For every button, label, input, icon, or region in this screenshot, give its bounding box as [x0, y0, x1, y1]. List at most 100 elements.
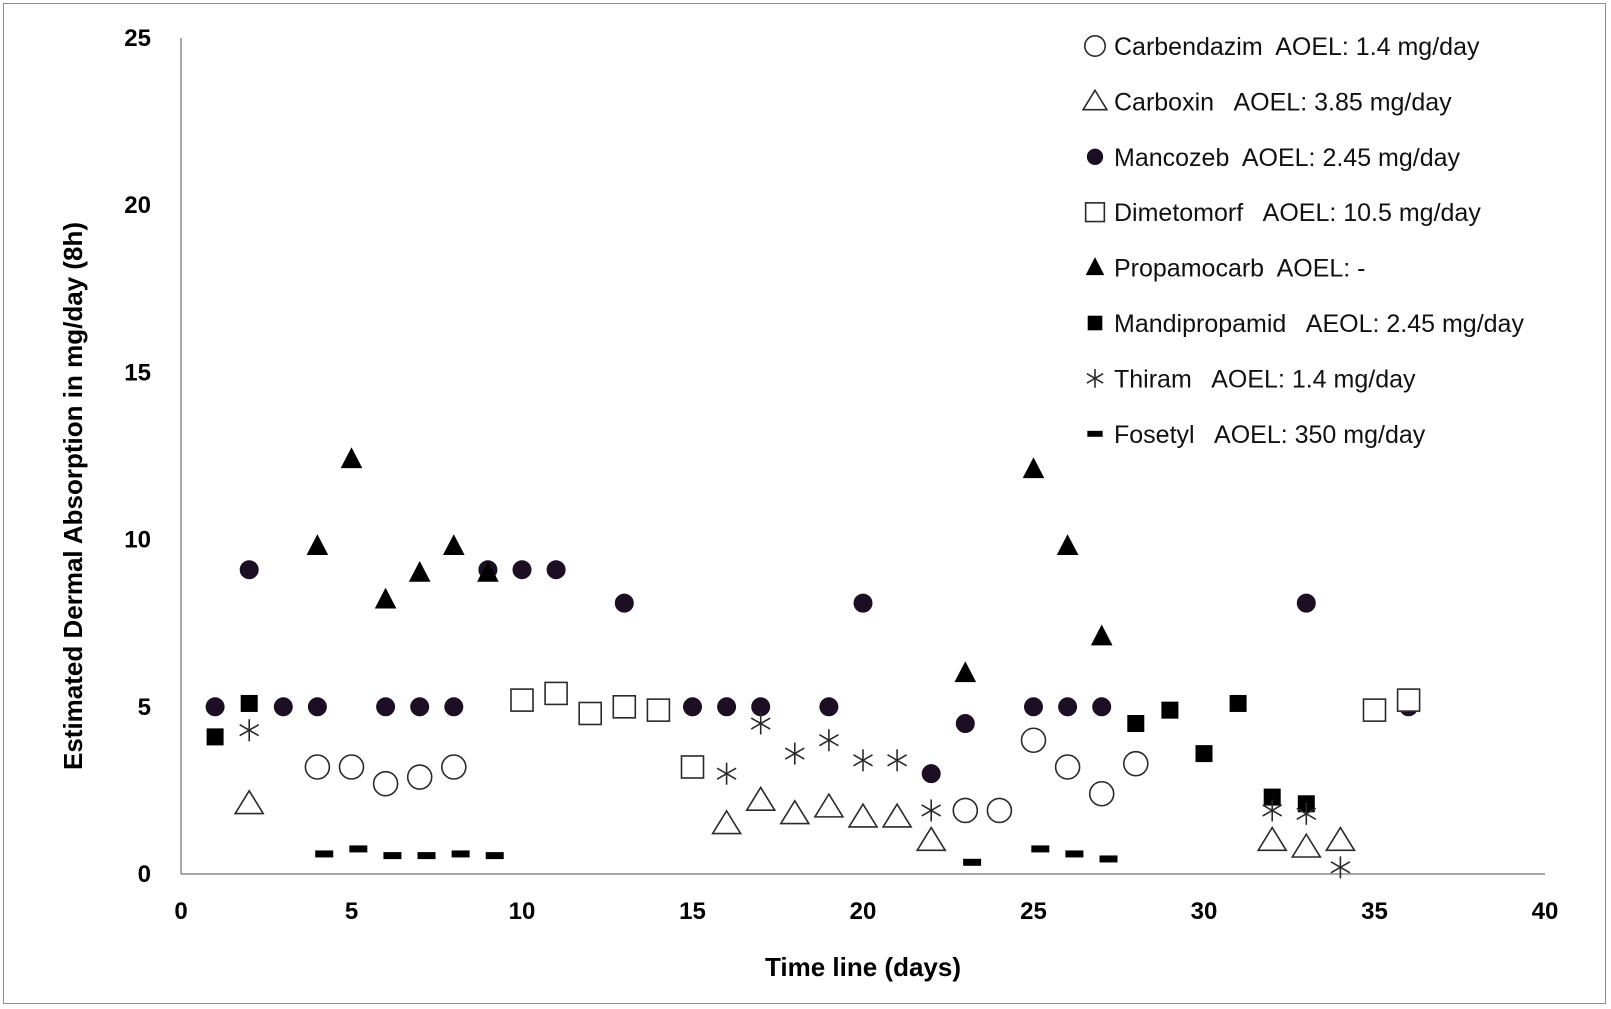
legend-marker [1087, 430, 1103, 437]
thiram-point [716, 762, 737, 785]
legend-label: Mancozeb AOEL: 2.45 mg/day [1114, 144, 1461, 172]
legend-label: Thiram AOEL: 1.4 mg/day [1114, 365, 1416, 393]
legend-label: Fosetyl AOEL: 350 mg/day [1114, 421, 1426, 449]
dimetomorf-point [510, 688, 534, 712]
mancozeb-point [1296, 593, 1316, 613]
fosetyl-point [485, 852, 504, 860]
propamocarb-point [1022, 457, 1045, 479]
mancozeb-point [614, 593, 634, 613]
mancozeb-point [444, 697, 464, 717]
mancozeb-point [273, 697, 293, 717]
legend-marker [1087, 315, 1103, 331]
mancozeb-point [1058, 697, 1078, 717]
x-tick-label: 0 [174, 898, 187, 925]
carboxin-point [915, 826, 947, 852]
propamocarb-point [442, 534, 465, 556]
fosetyl-point [349, 845, 368, 853]
mancozeb-point [1024, 697, 1043, 717]
dimetomorf-point [578, 701, 603, 726]
carboxin-point [233, 789, 265, 815]
propamocarb-point [954, 661, 977, 683]
carboxin-point [881, 802, 913, 828]
tick-labels: 0 5 10 15 20 25 30 35 40 0 5 10 15 20 25 [124, 25, 1558, 925]
fosetyl-point [315, 850, 334, 858]
x-axis-title: Time line (days) [765, 952, 961, 982]
legend-label: Mandipropamid AEOL: 2.45 mg/day [1114, 310, 1524, 338]
mancozeb-point [307, 697, 327, 717]
series-carbendazim [304, 727, 1149, 824]
mandipropamid-point [1161, 701, 1179, 719]
y-tick-label: 20 [124, 192, 151, 219]
mancozeb-point [410, 697, 430, 717]
data-points [205, 447, 1421, 879]
carboxin-point [813, 792, 845, 818]
fosetyl-point [1031, 845, 1050, 853]
legend-label: Dimetomorf AOEL: 10.5 mg/day [1114, 199, 1481, 227]
fosetyl-point [451, 850, 470, 858]
mandipropamid-point [240, 694, 258, 712]
legend-marker [1086, 369, 1104, 388]
legend-item-dimetomorf: Dimetomorf AOEL: 10.5 mg/day [1084, 199, 1481, 227]
mandipropamid-point [1229, 694, 1247, 712]
fosetyl-point [1099, 855, 1118, 863]
thiram-point [921, 799, 942, 822]
x-tick-label: 20 [850, 898, 877, 925]
mancozeb-point [921, 764, 941, 784]
thiram-point [1262, 799, 1283, 822]
mancozeb-point [546, 560, 566, 580]
carbendazim-point [406, 764, 433, 790]
mancozeb-point [376, 697, 396, 717]
dimetomorf-point [646, 698, 671, 722]
propamocarb-point [1056, 534, 1079, 556]
carbendazim-point [1123, 750, 1149, 777]
carbendazim-point [440, 754, 467, 780]
mancozeb-point [853, 593, 873, 613]
mandipropamid-point [1195, 745, 1213, 763]
legend-label: Carboxin AOEL: 3.85 mg/day [1114, 88, 1452, 116]
legend-item-propamocarb: Propamocarb AOEL: - [1085, 255, 1366, 283]
mancozeb-point [1092, 697, 1112, 717]
legend-item-thiram: Thiram AOEL: 1.4 mg/day [1086, 365, 1416, 393]
legend-marker [1081, 88, 1109, 111]
dimetomorf-point [1396, 688, 1421, 712]
legend-item-fosetyl: Fosetyl AOEL: 350 mg/day [1087, 421, 1426, 449]
axes [180, 38, 1545, 875]
mandipropamid-point [1127, 715, 1145, 733]
legend-item-mancozeb: Mancozeb AOEL: 2.45 mg/day [1086, 144, 1461, 172]
carboxin-point [745, 785, 777, 811]
legend-marker [1085, 257, 1105, 276]
thiram-point [784, 742, 805, 765]
fosetyl-point [417, 852, 436, 860]
mancozeb-point [683, 697, 702, 717]
thiram-point [1330, 856, 1351, 879]
carbendazim-point [338, 754, 365, 780]
series-carboxin [233, 785, 1356, 858]
carbendazim-point [1088, 780, 1115, 807]
carboxin-point [847, 802, 879, 828]
y-tick-label: 25 [124, 25, 151, 52]
legend-item-carboxin: Carboxin AOEL: 3.85 mg/day [1081, 88, 1452, 116]
dimetomorf-point [544, 681, 568, 706]
legend-marker [1084, 202, 1106, 223]
series-propamocarb [306, 447, 1113, 683]
mandipropamid-point [206, 728, 224, 746]
y-tick-label: 0 [138, 861, 151, 888]
fosetyl-point [1065, 850, 1084, 858]
carboxin-point [779, 799, 811, 825]
x-tick-label: 25 [1020, 898, 1047, 925]
x-tick-label: 35 [1361, 898, 1388, 925]
x-tick-label: 30 [1191, 898, 1218, 925]
thiram-point [239, 719, 260, 742]
propamocarb-point [374, 587, 397, 609]
mancozeb-point [205, 697, 225, 717]
legend-marker [1086, 148, 1104, 165]
series-dimetomorf [510, 681, 1421, 779]
mancozeb-point [512, 560, 532, 580]
carbendazim-point [304, 754, 331, 780]
series-mandipropamid [206, 694, 1315, 813]
series-mancozeb [205, 560, 1419, 784]
mancozeb-point [717, 697, 737, 717]
fosetyl-point [963, 858, 982, 866]
dimetomorf-point [1362, 698, 1387, 722]
